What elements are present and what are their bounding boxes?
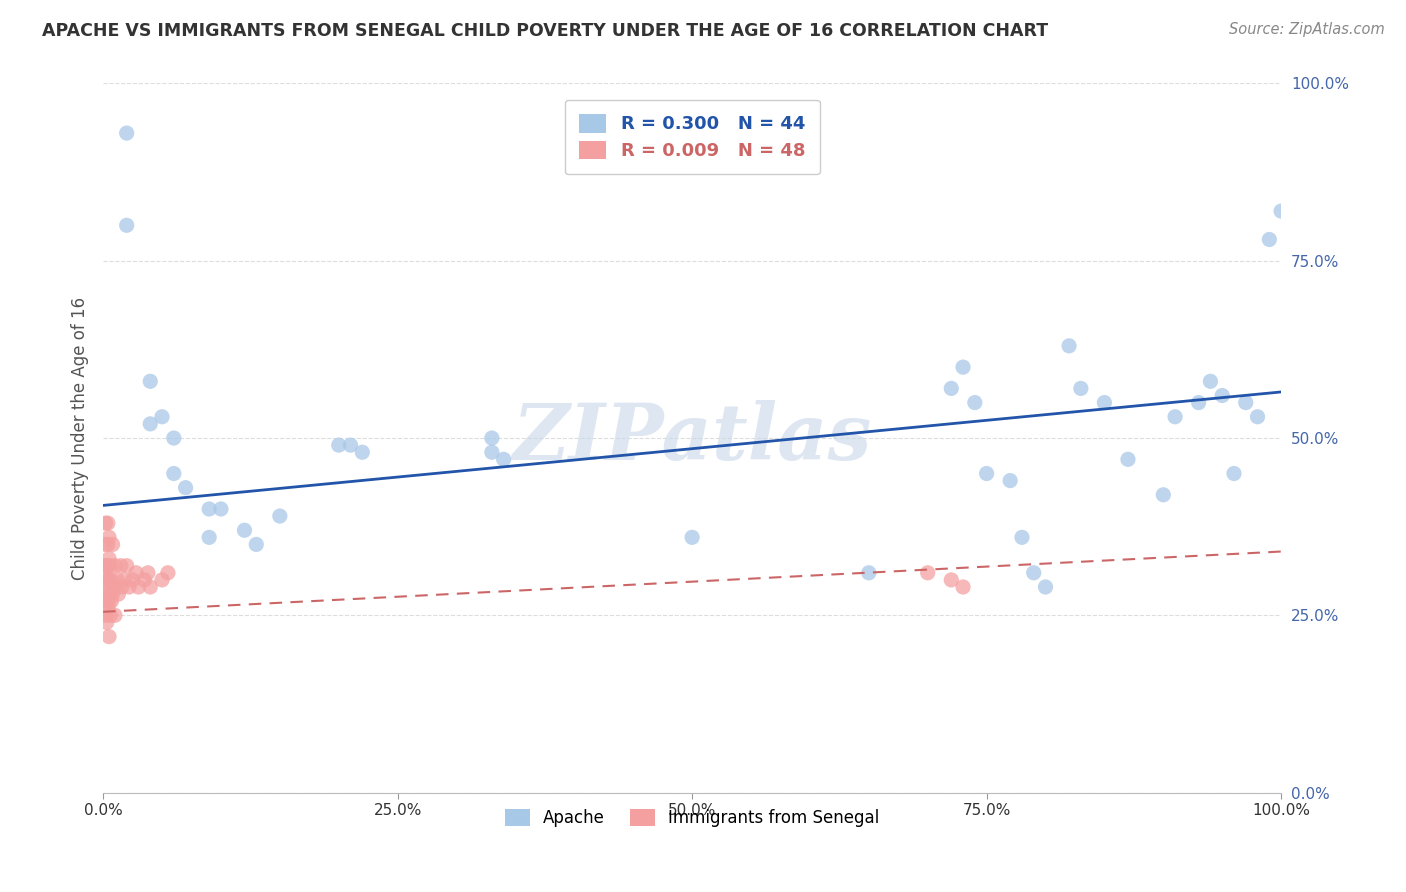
- Point: [941, 381, 963, 395]
- Point: [481, 431, 503, 445]
- Point: [94, 608, 117, 623]
- Point: [104, 608, 127, 623]
- Point: [352, 445, 374, 459]
- Point: [98, 630, 121, 644]
- Point: [101, 537, 124, 551]
- Point: [1234, 395, 1257, 409]
- Point: [998, 474, 1021, 488]
- Point: [98, 558, 121, 573]
- Point: [115, 558, 138, 573]
- Point: [1199, 374, 1222, 388]
- Point: [1270, 204, 1292, 219]
- Point: [1092, 395, 1115, 409]
- Point: [1070, 381, 1092, 395]
- Point: [209, 502, 232, 516]
- Point: [917, 566, 939, 580]
- Point: [98, 594, 121, 608]
- Legend: Apache, Immigrants from Senegal: Apache, Immigrants from Senegal: [498, 803, 886, 834]
- Point: [127, 580, 149, 594]
- Point: [112, 573, 135, 587]
- Point: [339, 438, 361, 452]
- Point: [198, 530, 221, 544]
- Point: [1011, 530, 1033, 544]
- Point: [150, 573, 173, 587]
- Point: [105, 573, 128, 587]
- Point: [100, 594, 122, 608]
- Text: APACHE VS IMMIGRANTS FROM SENEGAL CHILD POVERTY UNDER THE AGE OF 16 CORRELATION : APACHE VS IMMIGRANTS FROM SENEGAL CHILD …: [42, 22, 1049, 40]
- Point: [858, 566, 880, 580]
- Point: [233, 523, 256, 537]
- Point: [681, 530, 703, 544]
- Point: [163, 467, 186, 481]
- Point: [163, 431, 186, 445]
- Point: [174, 481, 197, 495]
- Point: [139, 417, 162, 431]
- Point: [1116, 452, 1139, 467]
- Point: [98, 608, 121, 623]
- Point: [104, 558, 127, 573]
- Point: [976, 467, 998, 481]
- Point: [134, 573, 156, 587]
- Point: [1152, 488, 1174, 502]
- Point: [94, 537, 117, 551]
- Point: [1223, 467, 1246, 481]
- Point: [94, 516, 117, 530]
- Point: [96, 558, 118, 573]
- Point: [1022, 566, 1045, 580]
- Point: [98, 551, 121, 566]
- Point: [121, 573, 143, 587]
- Text: Source: ZipAtlas.com: Source: ZipAtlas.com: [1229, 22, 1385, 37]
- Point: [941, 573, 963, 587]
- Point: [104, 580, 127, 594]
- Point: [101, 587, 124, 601]
- Point: [1246, 409, 1268, 424]
- Point: [136, 566, 159, 580]
- Point: [107, 587, 129, 601]
- Text: ZIPatlas: ZIPatlas: [512, 400, 872, 476]
- Point: [139, 580, 162, 594]
- Y-axis label: Child Poverty Under the Age of 16: Child Poverty Under the Age of 16: [72, 296, 89, 580]
- Point: [100, 573, 122, 587]
- Point: [97, 537, 120, 551]
- Point: [198, 502, 221, 516]
- Point: [1211, 388, 1233, 402]
- Point: [269, 509, 291, 524]
- Point: [481, 445, 503, 459]
- Point: [94, 558, 117, 573]
- Point: [328, 438, 350, 452]
- Point: [96, 580, 118, 594]
- Point: [94, 573, 117, 587]
- Point: [97, 516, 120, 530]
- Point: [97, 601, 120, 615]
- Point: [139, 374, 162, 388]
- Point: [94, 587, 117, 601]
- Point: [98, 530, 121, 544]
- Point: [96, 594, 118, 608]
- Point: [1035, 580, 1057, 594]
- Point: [97, 573, 120, 587]
- Point: [110, 558, 132, 573]
- Point: [492, 452, 515, 467]
- Point: [118, 580, 141, 594]
- Point: [156, 566, 179, 580]
- Point: [952, 580, 974, 594]
- Point: [245, 537, 267, 551]
- Point: [111, 580, 134, 594]
- Point: [1258, 232, 1281, 246]
- Point: [1188, 395, 1211, 409]
- Point: [98, 587, 121, 601]
- Point: [1164, 409, 1187, 424]
- Point: [97, 558, 120, 573]
- Point: [1057, 339, 1080, 353]
- Point: [963, 395, 986, 409]
- Point: [150, 409, 173, 424]
- Point: [125, 566, 148, 580]
- Point: [115, 126, 138, 140]
- Point: [98, 573, 121, 587]
- Point: [952, 360, 974, 375]
- Point: [115, 219, 138, 233]
- Point: [96, 615, 118, 630]
